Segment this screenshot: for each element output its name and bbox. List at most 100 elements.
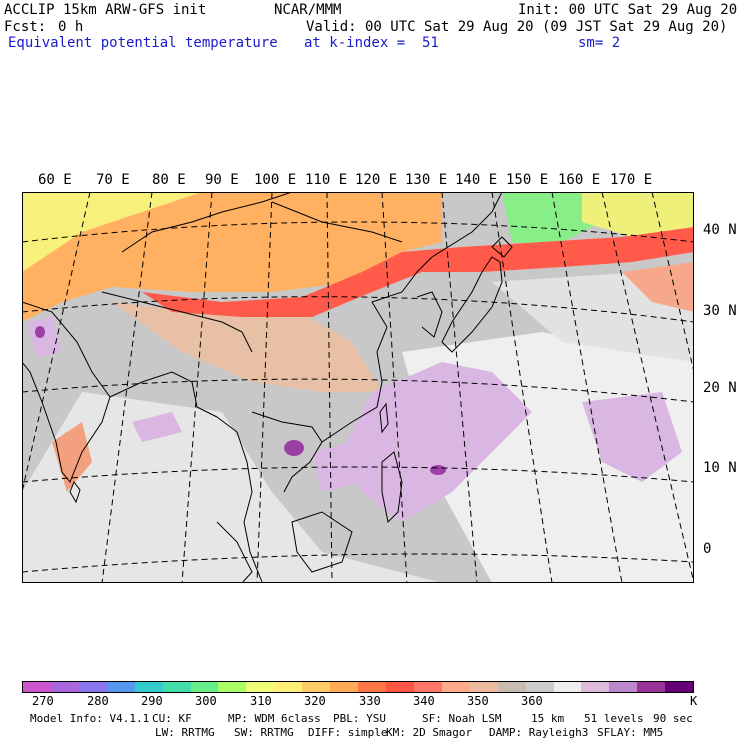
- coastline-borneo: [291, 511, 353, 573]
- longitude-label: 90 E: [205, 172, 239, 188]
- yellow-region-northwest: [22, 192, 202, 272]
- coastline-japan: [441, 256, 503, 353]
- forecast-label: Fcst:: [4, 19, 47, 35]
- colorbar-swatch: [274, 682, 303, 692]
- model-title: ACCLIP 15km ARW-GFS init: [4, 2, 207, 18]
- longitude-label: 80 E: [152, 172, 186, 188]
- colorbar-swatch: [609, 682, 638, 692]
- coastline-philippines: [381, 451, 403, 524]
- dark-purple-spot-arabia: [35, 326, 45, 338]
- graticule-lat-40: [22, 221, 694, 243]
- colorbar-tick-label: 290: [141, 694, 163, 708]
- footer-item: 90 sec: [653, 712, 693, 725]
- latitude-label: 20 N: [703, 380, 737, 396]
- coastline-sumatra: [216, 521, 253, 583]
- footer-item: DIFF: simple: [308, 726, 388, 739]
- colorbar-swatch: [330, 682, 359, 692]
- colorbar-swatch: [441, 682, 470, 692]
- graticule-lat-20: [22, 378, 694, 403]
- level-index: at k-index = 51: [304, 35, 439, 51]
- coastline-bay-of-bengal: [109, 371, 218, 418]
- coastline-indochina: [216, 416, 263, 583]
- graticule-lon-150: [551, 192, 623, 583]
- colorbar-swatch: [23, 682, 51, 692]
- longitude-label: 170 E: [610, 172, 653, 188]
- colorbar-tick-label: 340: [413, 694, 435, 708]
- footer-item: DAMP: Rayleigh3: [489, 726, 589, 739]
- salmon-region-east: [622, 262, 694, 312]
- coastline-russia-east: [431, 192, 503, 258]
- graticule-lon-160: [601, 192, 694, 583]
- footer-item: MP: WDM 6class: [228, 712, 321, 725]
- purple-region-east: [582, 392, 682, 482]
- equivalent-potential-temperature-map: [22, 192, 694, 583]
- colorbar-swatch: [358, 682, 386, 692]
- graticule-lon-100: [256, 192, 273, 583]
- longitude-label: 160 E: [558, 172, 601, 188]
- graticule-lon-170: [651, 192, 694, 373]
- graticule-lon-90: [181, 192, 213, 583]
- colorbar-tick-label: 320: [304, 694, 326, 708]
- latitude-label: 40 N: [703, 222, 737, 238]
- graticule-lon-110: [326, 192, 333, 583]
- colorbar-swatch: [162, 682, 191, 692]
- colorbar-swatch: [637, 682, 666, 692]
- footer-item: SF: Noah LSM: [422, 712, 502, 725]
- latitude-label: 0: [703, 541, 712, 557]
- colorbar-tick-label: 360: [521, 694, 543, 708]
- coastline-sri-lanka: [69, 480, 81, 504]
- graticule-lat-30: [22, 296, 694, 323]
- longitude-label: 70 E: [96, 172, 130, 188]
- graticule-lat-0: [22, 553, 694, 573]
- colorbar-swatch: [469, 682, 498, 692]
- purple-region-bay: [132, 412, 182, 442]
- colorbar-swatch: [525, 682, 554, 692]
- longitude-label: 60 E: [38, 172, 72, 188]
- colorbar-swatch: [413, 682, 442, 692]
- dark-purple-spot-pacific: [430, 465, 446, 475]
- graticule-lat-10: [22, 466, 694, 483]
- footer-item: KM: 2D Smagor: [386, 726, 473, 739]
- init-time: Init: 00 UTC Sat 29 Aug 20: [518, 2, 738, 18]
- organization-label: NCAR/MMM: [274, 2, 342, 18]
- colorbar-swatch: [302, 682, 331, 692]
- colorbar-swatch: [581, 682, 610, 692]
- longitude-label: 130 E: [405, 172, 448, 188]
- footer-item: PBL: YSU: [333, 712, 386, 725]
- latitude-label: 30 N: [703, 303, 737, 319]
- colorbar-swatch: [134, 682, 163, 692]
- footer-item: CU: KF: [152, 712, 192, 725]
- colorbar-swatch: [106, 682, 135, 692]
- border-china-north: [121, 192, 403, 253]
- light-region-east: [492, 272, 694, 362]
- hot-band-red: [142, 227, 694, 317]
- colorbar-tick-label: 270: [32, 694, 54, 708]
- footer-item: 15 km: [531, 712, 565, 725]
- footer-item: LW: RRTMG: [155, 726, 215, 739]
- footer-item: SW: RRTMG: [234, 726, 294, 739]
- longitude-label: 140 E: [455, 172, 498, 188]
- purple-region-wpac: [342, 362, 532, 522]
- coastline-taiwan: [379, 402, 389, 434]
- colorbar-swatch: [218, 682, 247, 692]
- colorbar-tick-label: 280: [87, 694, 109, 708]
- longitude-label: 100 E: [254, 172, 297, 188]
- colorbar-swatch: [665, 682, 694, 692]
- graticule-lon-130: [441, 192, 478, 583]
- light-region-ocean: [22, 392, 442, 583]
- colorbar-swatch: [190, 682, 219, 692]
- colorbar-tick-label: 310: [250, 694, 272, 708]
- coastline-hokkaido: [491, 236, 513, 258]
- field-name: Equivalent potential temperature: [8, 35, 278, 51]
- forecast-hour: 0 h: [58, 19, 84, 35]
- graticule-lon-80: [101, 192, 153, 583]
- footer-item: Model Info: V4.1.1: [30, 712, 150, 725]
- longitude-label: 150 E: [506, 172, 549, 188]
- graticule-lon-70: [22, 192, 91, 493]
- dark-purple-spot-indochina: [284, 440, 304, 456]
- longitude-label: 120 E: [355, 172, 398, 188]
- latitude-label: 10 N: [703, 460, 737, 476]
- colorbar-swatch: [246, 682, 275, 692]
- longitude-label: 110 E: [305, 172, 348, 188]
- graticule-lon-120: [381, 192, 408, 583]
